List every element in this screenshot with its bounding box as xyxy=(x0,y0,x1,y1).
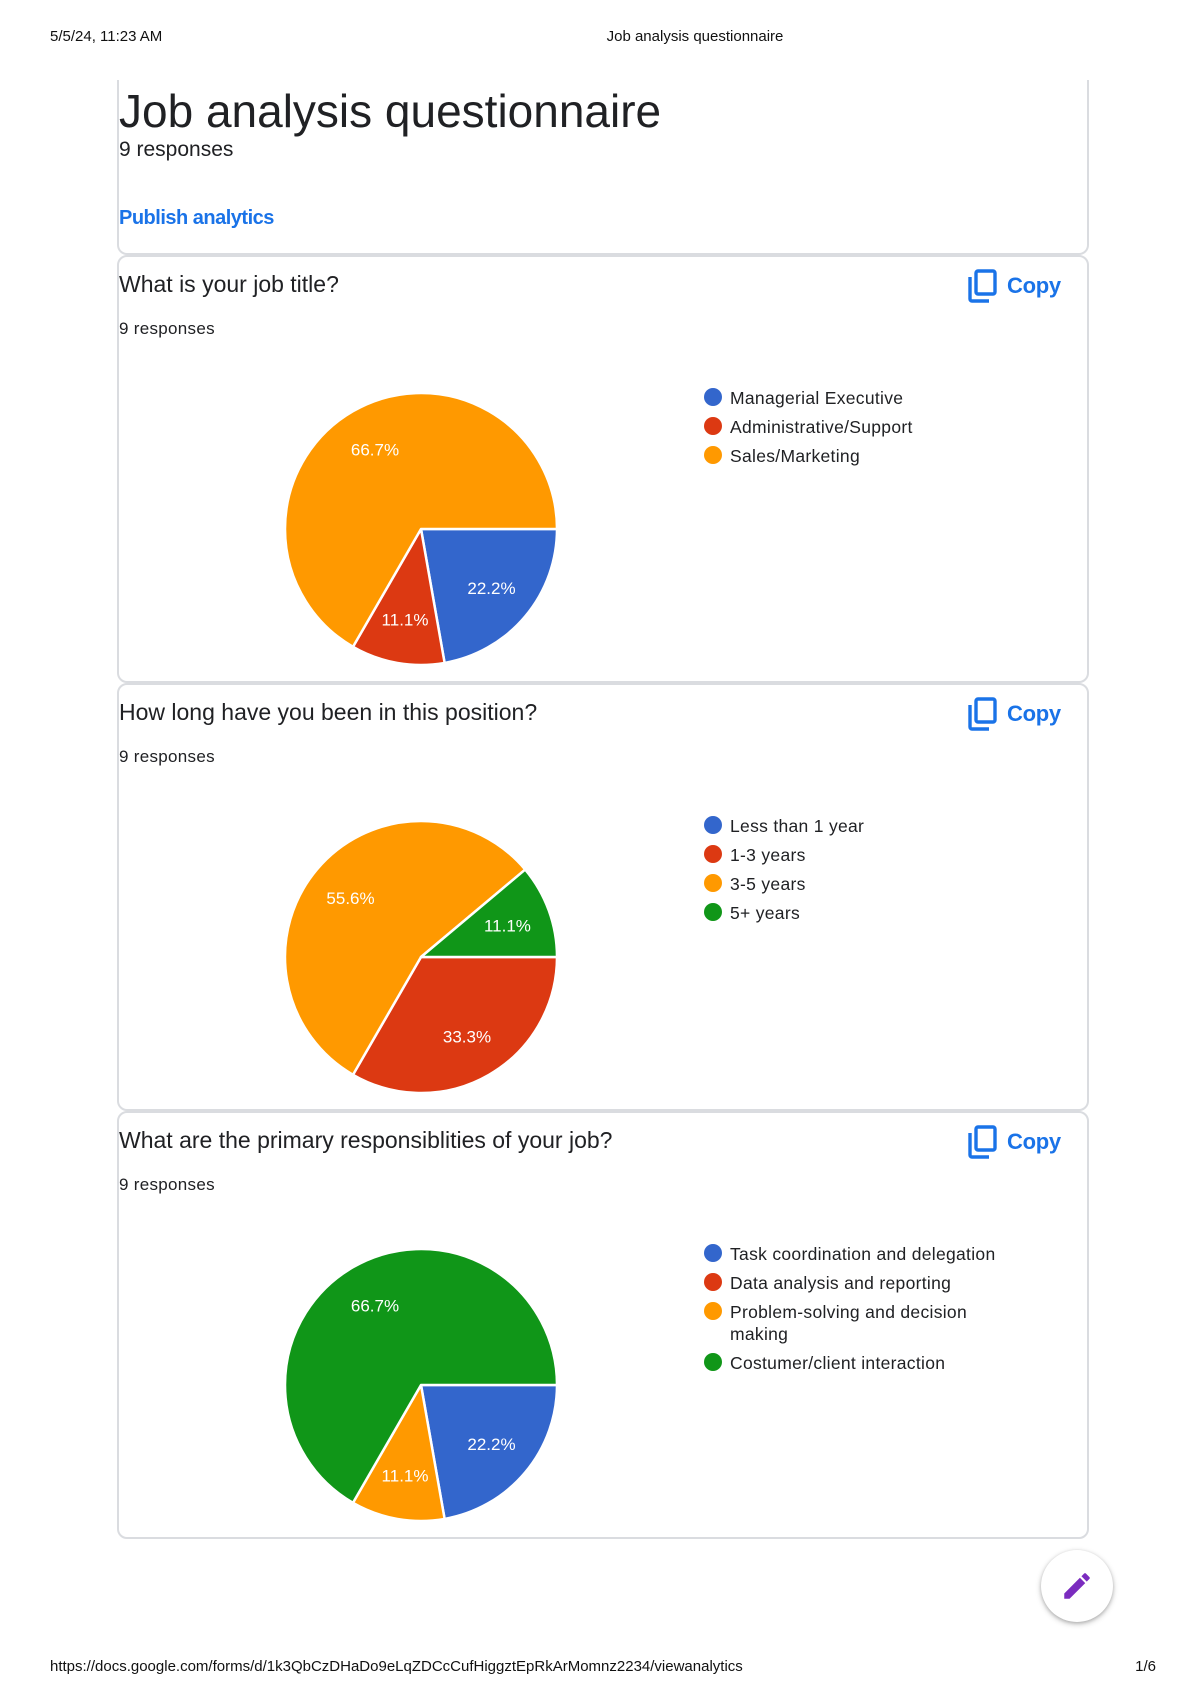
pie-slice-2 xyxy=(351,955,559,1095)
legend-swatch xyxy=(704,1244,722,1262)
question-response-count: 9 responses xyxy=(119,1175,215,1194)
legend-item: Administrative/Support xyxy=(704,416,1004,438)
pie-slice-label-4: 66.7% xyxy=(351,1296,399,1315)
pie-slice-label-3: 11.1% xyxy=(382,1467,429,1486)
legend-item: 1-3 years xyxy=(704,844,1004,866)
pie-slice-label-1: 22.2% xyxy=(467,1435,515,1454)
legend-label: Data analysis and reporting xyxy=(730,1273,952,1293)
copy-chart-button[interactable]: Copy xyxy=(967,267,1077,305)
form-title: Job analysis questionnaire xyxy=(119,85,662,137)
print-datetime: 5/5/24, 11:23 AM xyxy=(50,28,163,45)
copy-label: Copy xyxy=(1007,273,1061,298)
form-response-count: 9 responses xyxy=(119,138,234,161)
question-response-count: 9 responses xyxy=(119,747,215,766)
question-card-3: What are the primary responsiblities of … xyxy=(117,1111,1089,1539)
print-header: 5/5/24, 11:23 AM Job analysis questionna… xyxy=(0,28,1200,50)
legend-swatch xyxy=(704,874,722,892)
question-card-1: What is your job title? 9 responses Copy… xyxy=(117,255,1089,683)
pie-slice-label-1: 22.2% xyxy=(467,579,515,598)
pie-chart: 22.2% 11.1% 66.7% xyxy=(283,391,559,667)
question-title: What is your job title? xyxy=(119,271,339,297)
legend-swatch xyxy=(704,903,722,921)
pie-slice-label-3: 55.6% xyxy=(326,889,374,908)
chart-legend: Managerial Executive Administrative/Suppo… xyxy=(704,387,1004,474)
legend-label: Task coordination and delegation xyxy=(730,1244,996,1264)
legend-item: Task coordination and delegation xyxy=(704,1243,1004,1265)
chart-legend: Task coordination and delegation Data ana… xyxy=(704,1243,1004,1381)
question-title: What are the primary responsiblities of … xyxy=(119,1127,613,1153)
legend-label: Managerial Executive xyxy=(730,388,904,408)
legend-item: Less than 1 year xyxy=(704,815,1004,837)
copy-label: Copy xyxy=(1007,1129,1061,1154)
legend-swatch xyxy=(704,417,722,435)
copy-icon xyxy=(968,697,997,731)
legend-item: 3-5 years xyxy=(704,873,1004,895)
print-doc-title: Job analysis questionnaire xyxy=(606,28,784,45)
legend-label: 1-3 years xyxy=(730,845,806,865)
print-footer: https://docs.google.com/forms/d/1k3QbCzD… xyxy=(0,1658,1200,1680)
question-card-2: How long have you been in this position?… xyxy=(117,683,1089,1111)
pie-chart: 22.2% 11.1% 66.7% xyxy=(283,1247,559,1523)
legend-label: Administrative/Support xyxy=(730,417,913,437)
legend-swatch xyxy=(704,388,722,406)
legend-label: Costumer/client interaction xyxy=(730,1353,946,1373)
legend-swatch xyxy=(704,1302,722,1320)
copy-icon xyxy=(968,269,997,303)
print-url: https://docs.google.com/forms/d/1k3QbCzD… xyxy=(50,1658,743,1675)
legend-swatch xyxy=(704,845,722,863)
legend-item: 5+ years xyxy=(704,902,1004,924)
pie-slice-label-2: 11.1% xyxy=(382,611,429,630)
pie-slice-1 xyxy=(419,1383,559,1521)
legend-item: Managerial Executive xyxy=(704,387,1004,409)
pie-chart: 33.3% 55.6% 11.1% xyxy=(283,819,559,1095)
legend-item: Costumer/client interaction xyxy=(704,1352,1004,1374)
chart-legend: Less than 1 year 1-3 years 3-5 years 5+ yea… xyxy=(704,815,1004,931)
pencil-icon xyxy=(1064,1573,1090,1599)
pie-slice-3 xyxy=(351,1383,446,1523)
pie-slice-3 xyxy=(283,819,527,1077)
print-page-number: 1/6 xyxy=(1135,1658,1156,1675)
pie-slice-4 xyxy=(419,868,559,959)
pie-slice-3 xyxy=(283,391,559,649)
legend-item: Problem-solving and decision making xyxy=(704,1301,1004,1345)
pie-slice-4 xyxy=(283,1247,559,1505)
legend-label: 5+ years xyxy=(730,903,801,923)
legend-label: 3-5 years xyxy=(730,874,806,894)
pie-slice-label-4: 11.1% xyxy=(484,917,531,936)
pie-slice-label-3: 66.7% xyxy=(351,440,399,459)
legend-swatch xyxy=(704,816,722,834)
question-response-count: 9 responses xyxy=(119,319,215,338)
pie-slice-2 xyxy=(351,527,446,667)
pie-slice-1 xyxy=(419,527,559,665)
publish-analytics-link[interactable]: Publish analytics xyxy=(119,207,274,229)
legend-label: Less than 1 year xyxy=(730,816,865,836)
legend-label: Sales/Marketing xyxy=(730,446,860,466)
legend-swatch xyxy=(704,1273,722,1291)
legend-label: Problem-solving and decision making xyxy=(730,1302,967,1344)
legend-item: Data analysis and reporting xyxy=(704,1272,1004,1294)
form-header-card: Job analysis questionnaire 9 responses P… xyxy=(117,80,1089,255)
legend-swatch xyxy=(704,1353,722,1371)
edit-button[interactable] xyxy=(1041,1550,1113,1622)
pie-slice-label-2: 33.3% xyxy=(443,1028,491,1047)
legend-swatch xyxy=(704,446,722,464)
copy-label: Copy xyxy=(1007,701,1061,726)
legend-item: Sales/Marketing xyxy=(704,445,1004,467)
copy-chart-button[interactable]: Copy xyxy=(967,1123,1077,1161)
question-title: How long have you been in this position? xyxy=(119,699,538,725)
copy-icon xyxy=(968,1125,997,1159)
copy-chart-button[interactable]: Copy xyxy=(967,695,1077,733)
